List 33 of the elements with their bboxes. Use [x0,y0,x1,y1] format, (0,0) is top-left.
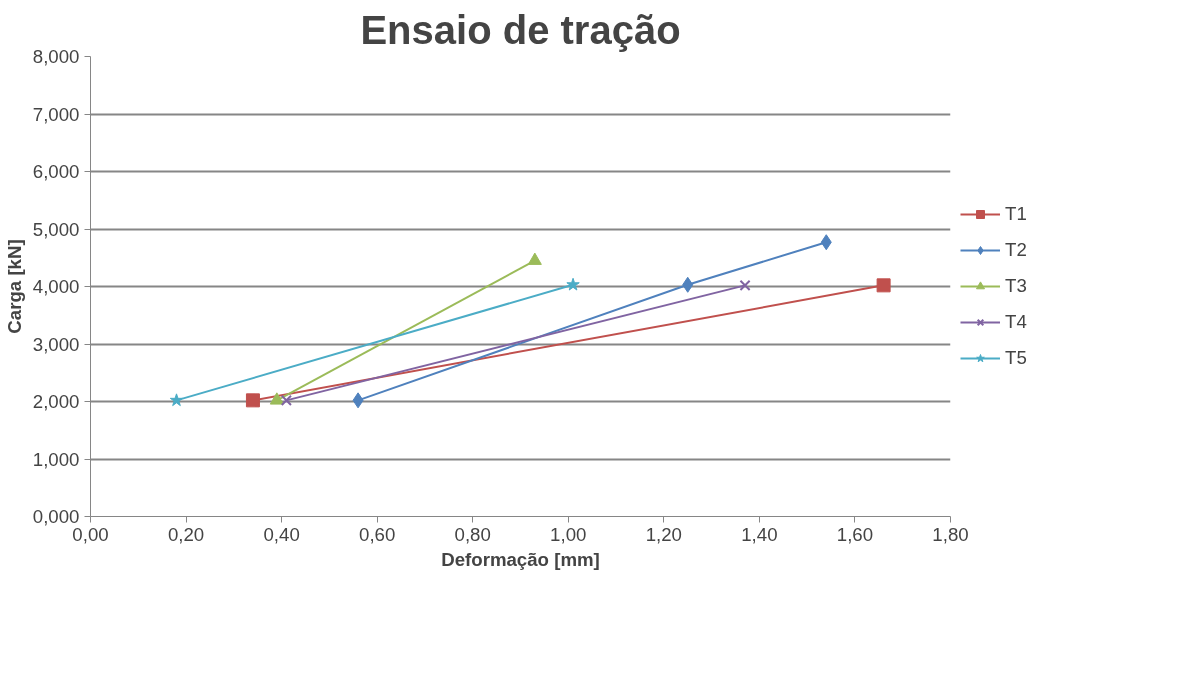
chart-title: Ensaio de tração [360,7,681,52]
legend-label: T5 [1005,347,1027,369]
legend-label: T3 [1005,275,1027,297]
x-tick-label: 1,40 [741,523,778,545]
point [820,234,832,251]
y-axis-title: Carga [kN] [3,239,25,334]
x-tick-label: 1,80 [932,523,969,545]
x-tick-label: 0,80 [454,523,491,545]
point [876,278,891,293]
point [352,392,364,409]
y-tick-label: 8,000 [32,46,80,67]
y-tick-label: 6,000 [32,161,80,182]
legend-label: T1 [1005,203,1027,225]
y-tick-label: 2,000 [32,391,80,412]
y-tick-label: 4,000 [32,276,80,297]
x-tick-label: 1,00 [550,523,587,545]
point [566,277,580,291]
x-tick-label: 1,20 [645,523,682,545]
point [169,393,184,407]
y-tick-label: 1,000 [32,448,80,470]
point [245,393,260,408]
point [682,276,694,293]
y-tick-label: 5,000 [32,218,80,240]
y-tick-label: 7,000 [32,103,80,125]
x-axis-title: Deformação [mm] [441,548,600,570]
x-tick-label: 0,40 [263,523,300,545]
point [739,279,751,291]
legend-label: T2 [1005,239,1027,261]
legend-label: T4 [1005,311,1027,333]
x-tick-label: 1,60 [836,523,874,545]
x-tick-label: 0,20 [167,523,205,545]
x-tick-label: 0,60 [359,523,396,545]
y-tick-label: 3,000 [32,333,80,355]
